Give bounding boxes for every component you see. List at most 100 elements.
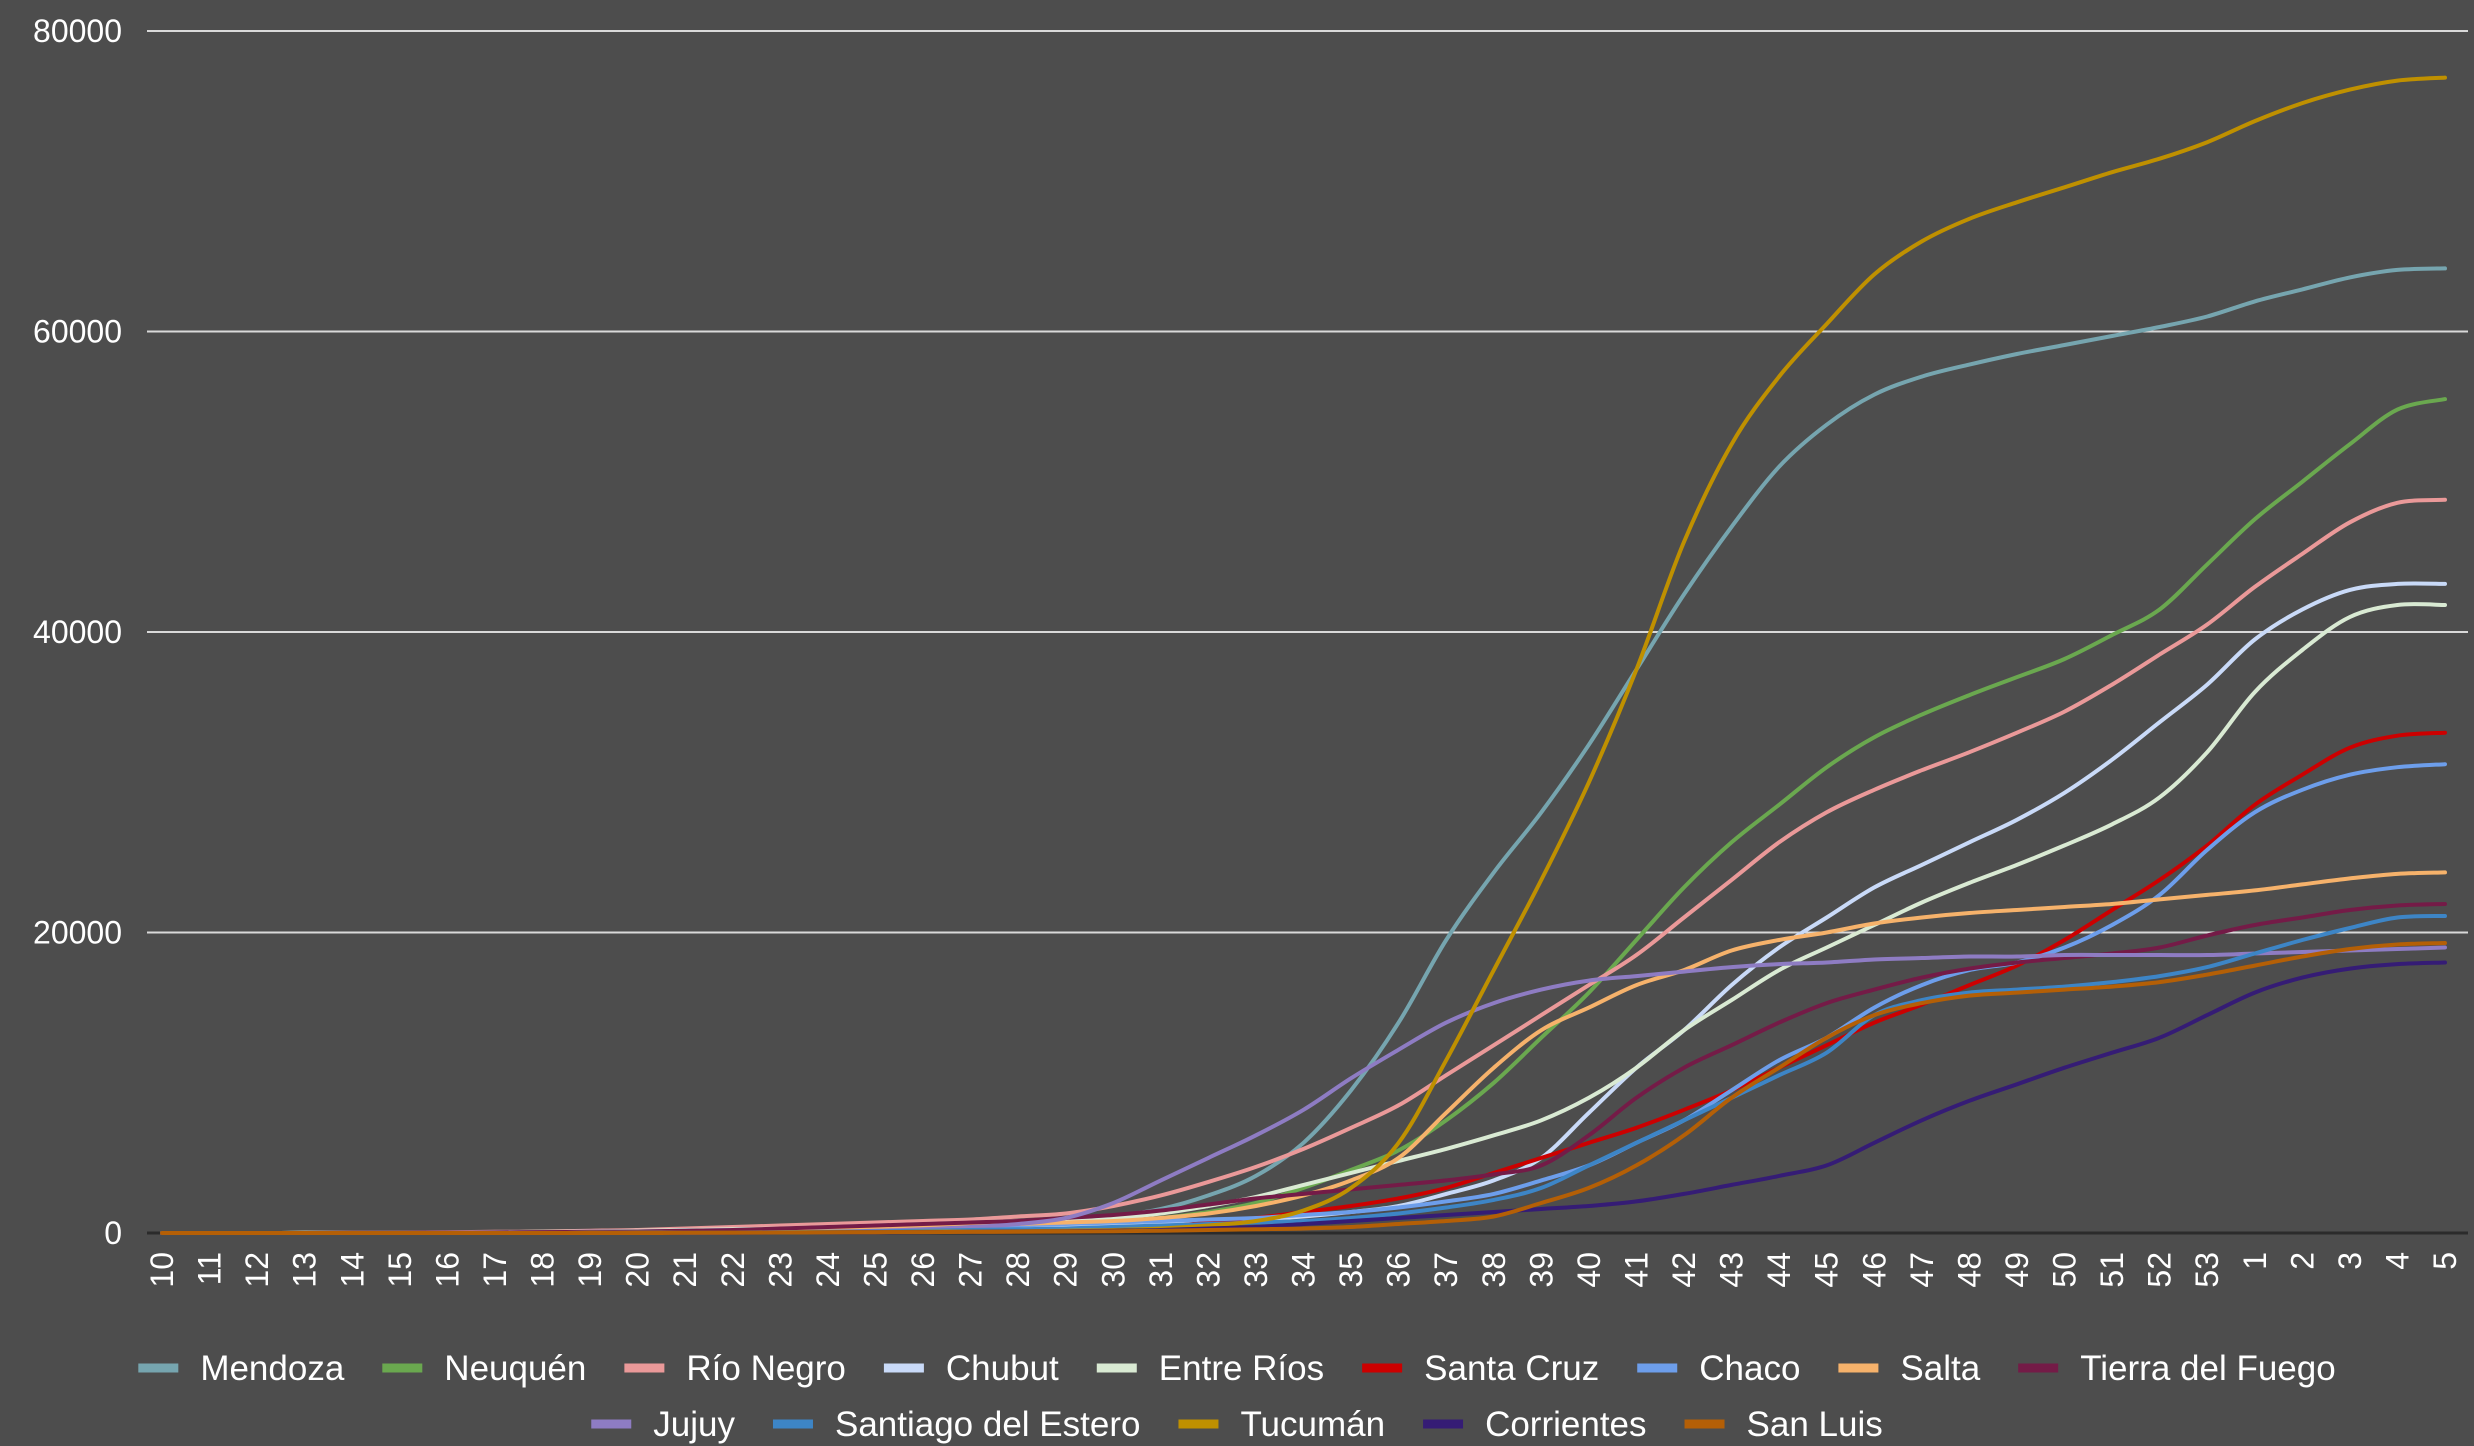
x-tick-label: 4 xyxy=(2379,1252,2415,1270)
y-tick-label: 40000 xyxy=(33,614,122,650)
x-tick-label: 49 xyxy=(1999,1252,2035,1288)
x-tick-label: 3 xyxy=(2332,1252,2368,1270)
x-tick-label: 11 xyxy=(192,1252,228,1285)
legend-label: Santiago del Estero xyxy=(835,1405,1140,1444)
x-tick-label: 13 xyxy=(287,1252,323,1288)
legend-label: Tucumán xyxy=(1240,1405,1385,1444)
legend-label: San Luis xyxy=(1747,1405,1883,1444)
x-tick-label: 36 xyxy=(1381,1252,1417,1288)
legend-item-8: Tierra del Fuego xyxy=(2018,1349,2336,1388)
x-tick-label: 31 xyxy=(1143,1252,1179,1288)
legend-item-2: Río Negro xyxy=(624,1349,846,1388)
x-tick-label: 51 xyxy=(2094,1252,2130,1288)
x-tick-label: 46 xyxy=(1856,1252,1892,1288)
x-tick-label: 5 xyxy=(2427,1252,2463,1270)
legend-item-9: Jujuy xyxy=(591,1405,735,1444)
x-tick-label: 38 xyxy=(1476,1252,1512,1288)
legend-item-5: Santa Cruz xyxy=(1362,1349,1599,1388)
x-tick-label: 53 xyxy=(2189,1252,2225,1288)
legend-swatch xyxy=(624,1363,665,1373)
series-line-7 xyxy=(160,870,2447,1236)
x-tick-label: 39 xyxy=(1523,1252,1559,1288)
x-tick-label: 44 xyxy=(1761,1252,1797,1288)
x-tick-label: 32 xyxy=(1190,1252,1226,1288)
legend-swatch xyxy=(138,1363,179,1373)
legend-swatch xyxy=(1637,1363,1678,1373)
x-tick-label: 40 xyxy=(1571,1252,1607,1288)
legend-item-12: Corrientes xyxy=(1423,1405,1647,1444)
legend-swatch xyxy=(1362,1363,1403,1373)
legend-label: Santa Cruz xyxy=(1424,1349,1599,1388)
legend-swatch xyxy=(1096,1363,1137,1373)
x-tick-label: 45 xyxy=(1809,1252,1845,1288)
x-tick-label: 23 xyxy=(762,1252,798,1288)
x-tick-label: 27 xyxy=(953,1252,989,1288)
x-tick-label: 21 xyxy=(667,1252,703,1288)
x-tick-label: 14 xyxy=(334,1252,370,1288)
x-tick-label: 16 xyxy=(429,1252,465,1288)
legend: Mendoza Neuquén Río Negro Chubut Entre Ríos S… xyxy=(138,1349,2336,1444)
legend-label: Entre Ríos xyxy=(1159,1349,1324,1388)
x-tick-label: 47 xyxy=(1904,1252,1940,1288)
y-tick-label: 80000 xyxy=(33,13,122,49)
series-line-11 xyxy=(160,75,2447,1236)
legend-label: Corrientes xyxy=(1485,1405,1646,1444)
legend-label: Mendoza xyxy=(200,1349,345,1388)
legend-swatch xyxy=(1838,1363,1879,1373)
x-tick-label: 33 xyxy=(1238,1252,1274,1288)
legend-swatch xyxy=(1684,1419,1725,1429)
legend-swatch xyxy=(1178,1419,1219,1429)
series-line-2 xyxy=(160,497,2447,1236)
legend-label: Chaco xyxy=(1699,1349,1800,1388)
x-tick-label: 37 xyxy=(1428,1252,1464,1288)
legend-item-0: Mendoza xyxy=(138,1349,345,1388)
y-axis: 0 20000 40000 60000 80000 xyxy=(33,13,122,1251)
legend-item-13: San Luis xyxy=(1684,1405,1883,1444)
series-lines xyxy=(160,75,2447,1236)
legend-label: Tierra del Fuego xyxy=(2080,1349,2336,1388)
legend-item-4: Entre Ríos xyxy=(1096,1349,1324,1388)
series-line-3 xyxy=(160,581,2447,1236)
x-tick-label: 41 xyxy=(1618,1252,1654,1288)
x-tick-label: 28 xyxy=(1000,1252,1036,1288)
x-tick-label: 10 xyxy=(144,1252,180,1288)
legend-label: Río Negro xyxy=(686,1349,846,1388)
x-tick-label: 12 xyxy=(239,1252,275,1288)
series-line-0 xyxy=(160,266,2447,1236)
x-tick-label: 43 xyxy=(1714,1252,1750,1288)
legend-item-6: Chaco xyxy=(1637,1349,1800,1388)
x-tick-label: 26 xyxy=(905,1252,941,1288)
y-tick-label: 60000 xyxy=(33,314,122,350)
legend-item-11: Tucumán xyxy=(1178,1405,1385,1444)
x-tick-label: 20 xyxy=(620,1252,656,1288)
x-tick-label: 30 xyxy=(1095,1252,1131,1288)
x-tick-label: 15 xyxy=(382,1252,418,1288)
legend-item-3: Chubut xyxy=(883,1349,1059,1388)
x-tick-label: 34 xyxy=(1286,1252,1322,1288)
legend-swatch xyxy=(591,1419,632,1429)
legend-label: Jujuy xyxy=(653,1405,735,1444)
legend-swatch xyxy=(382,1363,423,1373)
x-tick-label: 29 xyxy=(1048,1252,1084,1288)
x-tick-label: 48 xyxy=(1951,1252,1987,1288)
legend-swatch xyxy=(1423,1419,1464,1429)
x-tick-label: 25 xyxy=(857,1252,893,1288)
legend-item-10: Santiago del Estero xyxy=(772,1405,1140,1444)
x-tick-label: 1 xyxy=(2237,1252,2273,1270)
series-line-6 xyxy=(160,762,2447,1236)
legend-item-1: Neuquén xyxy=(382,1349,586,1388)
legend-label: Neuquén xyxy=(444,1349,586,1388)
y-tick-label: 20000 xyxy=(33,915,122,951)
legend-swatch xyxy=(772,1419,813,1429)
x-tick-label: 2 xyxy=(2284,1252,2320,1270)
legend-label: Salta xyxy=(1900,1349,1980,1388)
x-tick-label: 17 xyxy=(477,1252,513,1288)
x-tick-label: 24 xyxy=(810,1252,846,1288)
y-tick-label: 0 xyxy=(104,1215,122,1251)
x-tick-label: 35 xyxy=(1333,1252,1369,1288)
x-tick-label: 19 xyxy=(572,1252,608,1288)
series-line-9 xyxy=(160,945,2447,1236)
grid xyxy=(147,30,2468,1235)
